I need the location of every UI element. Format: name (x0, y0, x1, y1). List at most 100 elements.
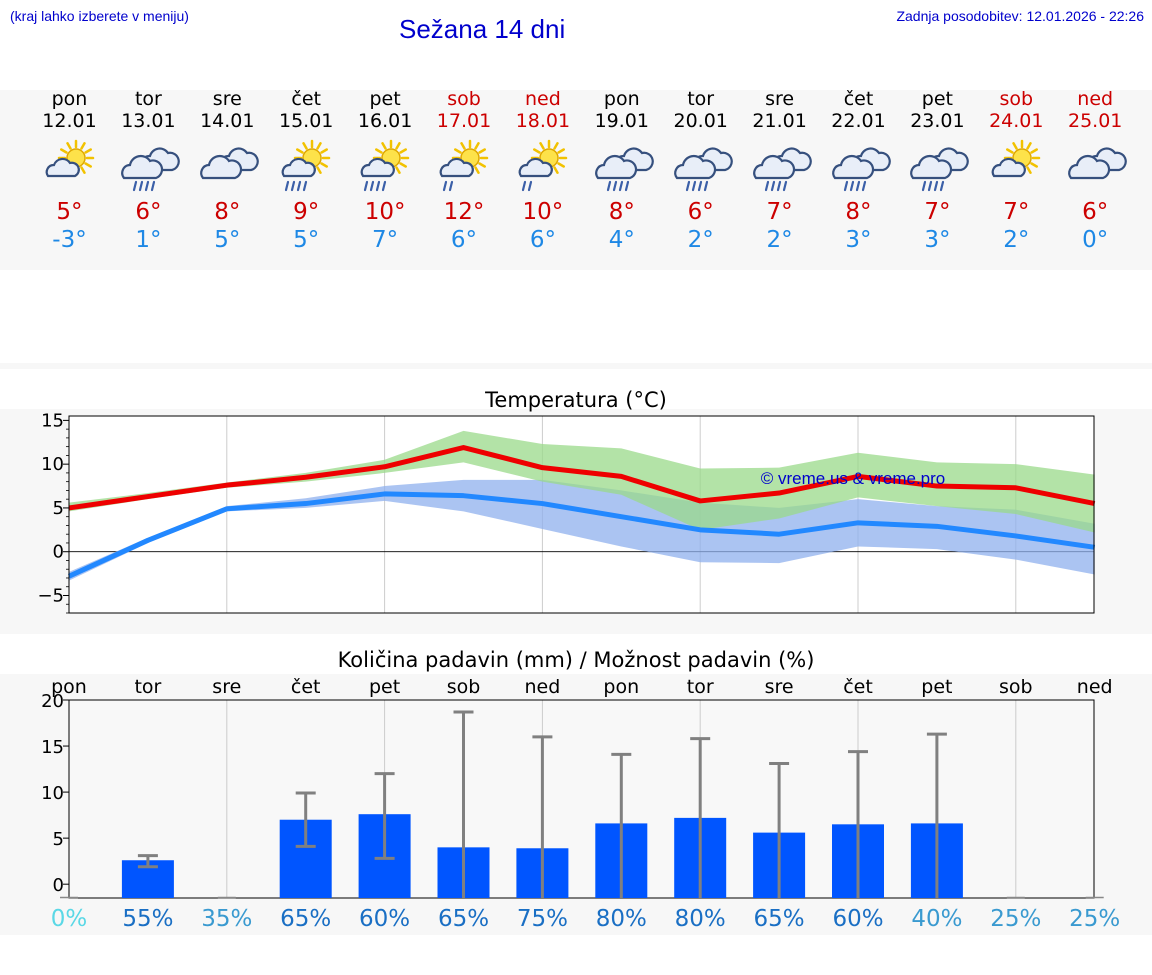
min-temp: -3° (52, 227, 87, 253)
min-temp: 2° (687, 227, 714, 253)
day-column: tor 13.01 6° 1° (109, 88, 188, 254)
cloudy-icon (195, 136, 260, 192)
precip-probability: 25% (1069, 906, 1120, 932)
day-name: pet (921, 88, 953, 110)
cloudy-icon (1063, 136, 1128, 192)
max-temp: 7° (766, 199, 793, 225)
cloud-rain-icon (116, 136, 181, 192)
min-temp: 5° (293, 227, 320, 253)
precip-day-label: sre (212, 676, 241, 698)
precip-ytick-label: 0 (53, 875, 64, 896)
temp-ytick-label: 15 (41, 410, 64, 431)
day-column: pon 19.01 8° 4° (582, 88, 661, 254)
max-temp: 8° (608, 199, 635, 225)
cloud-rain-icon (669, 136, 733, 192)
sun-cloud-light-rain-icon (432, 136, 496, 192)
temp-axes-frame (68, 415, 1095, 614)
precip-probability: 80% (675, 906, 726, 932)
day-name: sob (447, 88, 481, 110)
day-date: 25.01 (1067, 110, 1123, 132)
sun-cloud-rain-icon (274, 136, 338, 192)
min-temp-line (67, 491, 1096, 579)
precipitation-chart: 20 15 10 5 0 pon tor sre čet pet sob ned pon tor sre če… (41, 676, 1120, 932)
day-name: tor (134, 88, 162, 110)
max-temp: 6° (687, 199, 714, 225)
min-temp: 7° (372, 227, 399, 253)
max_range-band (69, 430, 1095, 533)
day-column: čet 22.01 8° 3° (819, 88, 898, 254)
day-column: sre 14.01 8° 5° (188, 88, 267, 254)
precip-probability: 65% (280, 906, 331, 932)
precip-day-label: sob (999, 676, 1033, 698)
min-temp: 3° (845, 227, 872, 253)
cloud-rain-icon (827, 136, 891, 192)
day-date: 19.01 (594, 110, 649, 132)
precip-ytick-label: 5 (53, 829, 64, 850)
min-temp: 2° (1003, 227, 1030, 253)
precip-probability: 80% (596, 906, 647, 932)
temperature-chart: 15 10 5 0 −5 © vreme.us & vreme.pro (37, 410, 1096, 614)
day-date: 13.01 (121, 110, 176, 132)
max-temp: 10° (522, 199, 564, 225)
day-name: sob (999, 88, 1034, 110)
day-name: čet (291, 88, 321, 110)
day-column: čet 15.01 9° 5° (267, 88, 346, 254)
max-temp: 5° (56, 199, 83, 225)
precip-probability: 65% (754, 906, 805, 932)
precip-day-label: tor (687, 676, 714, 698)
max-temp: 8° (845, 199, 872, 225)
precip-probability: 65% (438, 906, 489, 932)
precip-ytick-label: 20 (41, 691, 64, 712)
cloud-rain-icon (748, 136, 812, 192)
precip-day-label: pon (51, 676, 87, 698)
precip-probability: 0% (51, 906, 88, 932)
precipitation-chart-title: Količina padavin (mm) / Možnost padavin … (337, 648, 815, 672)
day-column: sre 21.01 7° 2° (740, 88, 819, 254)
max-temp: 8° (214, 199, 241, 225)
day-name: tor (687, 88, 715, 110)
day-column: sob 17.01 12° 6° (425, 88, 504, 254)
region-menu-hint[interactable]: (kraj lahko izberete v meniju) (10, 8, 189, 24)
min_range-band (69, 479, 1095, 581)
precip-probability: 60% (832, 906, 883, 932)
precip-probability: 55% (122, 906, 173, 932)
precip-day-label: sob (447, 676, 481, 698)
day-name: čet (843, 88, 874, 110)
day-column: sob 24.01 7° 2° (977, 88, 1056, 254)
precip-day-label: čet (843, 676, 873, 698)
min-temp: 5° (214, 227, 241, 253)
day-name: ned (1077, 88, 1114, 110)
day-date: 15.01 (278, 110, 334, 132)
max-temp: 9° (293, 199, 320, 225)
precip-ytick-label: 15 (41, 737, 64, 758)
page-title: Sežana 14 dni (399, 14, 566, 44)
day-date: 20.01 (673, 110, 728, 132)
partly-sunny-cloudy-icon (984, 136, 1048, 192)
precip-axes-frame (68, 699, 1095, 899)
day-date: 24.01 (989, 110, 1044, 132)
day-name: sre (765, 88, 795, 110)
min-temp: 1° (135, 227, 162, 253)
day-date: 12.01 (42, 110, 97, 132)
forecast-band (0, 90, 1152, 270)
precip-day-label: čet (291, 676, 321, 698)
watermark: © vreme.us & vreme.pro (761, 469, 945, 488)
day-column: pet 23.01 7° 3° (898, 88, 977, 254)
precip-probability: 75% (517, 906, 568, 932)
max-temp-line (68, 445, 1096, 511)
day-date: 18.01 (515, 110, 571, 132)
min-temp: 2° (766, 227, 793, 253)
precip-day-label: ned (525, 676, 561, 698)
sun-cloud-rain-icon (353, 136, 417, 192)
min-temp: 6° (450, 227, 478, 253)
day-name: pon (603, 88, 640, 110)
precip-day-label: tor (134, 676, 161, 698)
min-temp: 3° (924, 227, 951, 253)
daily-forecast-row: pon 12.01 5° -3° tor 13.01 6° 1° sre 14.01 8° 5° čet… (0, 88, 1152, 268)
day-column: pet 16.01 10° 7° (346, 88, 425, 254)
day-column: ned 25.01 6° 0° (1056, 88, 1135, 254)
temp-ytick-label: 5 (53, 498, 64, 519)
cloud-rain-icon (905, 136, 970, 192)
last-update: Zadnja posodobitev: 12.01.2026 - 22:26 (896, 8, 1144, 24)
cloud-rain-icon (590, 136, 654, 192)
